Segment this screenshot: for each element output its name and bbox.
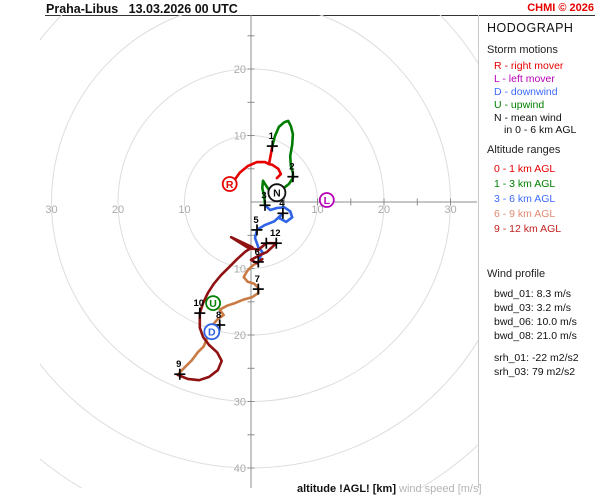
legend-downwind: D - downwind [494, 86, 558, 98]
wind-profile-bwd03: bwd_03: 3.2 m/s [494, 302, 572, 314]
wind-profile-bwd08: bwd_08: 21.0 m/s [494, 330, 577, 342]
altitude-marker: 5 [251, 215, 263, 236]
axis-label: 30 [444, 204, 456, 216]
axis-label: 10 [178, 204, 190, 216]
wind-profile-bwd01: bwd_01: 8.3 m/s [494, 288, 572, 300]
axis-label: 40 [234, 463, 246, 475]
altitude-marker: 3 [259, 190, 271, 211]
trace-6-9-km-AGL [176, 260, 260, 377]
trace-3-6-km-AGL [253, 204, 294, 264]
legend-mean-wind-sub: in 0 - 6 km AGL [504, 124, 577, 136]
legend-alt-3-6: 3 - 6 km AGL [494, 193, 556, 205]
altitude-marker-label: 1 [269, 131, 275, 142]
altitude-marker [260, 237, 272, 249]
altitude-marker-label: 10 [194, 298, 205, 309]
wind-profile-srh03: srh_03: 79 m2/s2 [494, 366, 576, 378]
svg-text:U: U [209, 298, 217, 310]
chmi-credit: CHMI © 2026 [527, 2, 594, 14]
legend-left-mover: L - left mover [494, 73, 555, 85]
legend-alt-1-3: 1 - 3 km AGL [494, 178, 556, 190]
altitude-marker: 6 [252, 247, 264, 268]
axis-label: 30 [45, 204, 57, 216]
range-ring [40, 15, 478, 469]
legend-mean-wind: N - mean wind [494, 112, 562, 124]
axis-label: 20 [378, 204, 390, 216]
storm-motion-L: L [318, 192, 335, 208]
altitude-marker-label: 12 [270, 228, 281, 239]
altitude-marker: 7 [252, 274, 264, 295]
legend-upwind: U - upwind [494, 99, 545, 111]
storm-motion-N: N [267, 183, 287, 203]
axis-label: 20 [234, 64, 246, 76]
panel-separator [478, 15, 479, 488]
altitude-marker-label: 7 [255, 274, 260, 285]
axis-label: 20 [234, 330, 246, 342]
page-title: Praha-Libus 13.03.2026 00 UTC [46, 2, 238, 16]
axis-label: 10 [234, 131, 246, 143]
altitude-marker-label: 9 [176, 359, 181, 370]
legend-right-mover: R - right mover [494, 60, 564, 72]
storm-motion-U: U [205, 295, 222, 312]
wind-profile-srh01: srh_01: -22 m2/s2 [494, 352, 579, 364]
altitude-marker: 2 [287, 162, 299, 183]
legend-alt-0-1: 0 - 1 km AGL [494, 163, 556, 175]
wind-profile-heading: Wind profile [487, 268, 546, 280]
svg-text:R: R [226, 179, 234, 191]
axis-label: 10 [234, 264, 246, 276]
axis-label: 10 [311, 204, 323, 216]
trace-9-12-km-AGL [176, 235, 278, 382]
storm-motions-heading: Storm motions [487, 44, 558, 56]
altitude-marker-label: 8 [216, 310, 221, 321]
panel-title: HODOGRAPH [487, 21, 574, 35]
storm-motion-R: R [221, 176, 238, 192]
axis-label: 30 [234, 397, 246, 409]
altitude-marker-label: 4 [279, 198, 285, 209]
altitude-ranges-heading: Altitude ranges [487, 144, 561, 156]
plot-area: 30 20 10 10 20 301020102030401234567891012RLU… [40, 15, 478, 488]
svg-text:N: N [273, 188, 281, 200]
altitude-marker: 9 [174, 359, 186, 380]
altitude-marker: 12 [270, 228, 282, 249]
altitude-marker: 1 [266, 131, 278, 152]
legend-alt-6-9: 6 - 9 km AGL [494, 208, 556, 220]
altitude-marker-label: 2 [289, 162, 294, 173]
legend-alt-9-12: 9 - 12 km AGL [494, 223, 562, 235]
altitude-marker: 10 [194, 298, 206, 319]
altitude-marker-label: 3 [261, 190, 266, 201]
altitude-marker-label: 5 [253, 215, 259, 226]
altitude-marker-label: 6 [255, 247, 260, 258]
trace-0-1-km-AGL [267, 162, 283, 180]
svg-text:D: D [208, 327, 216, 339]
axis-label: 20 [112, 204, 124, 216]
trace-0-1-km-AGL [231, 144, 274, 184]
altitude-marker: 4 [277, 198, 289, 219]
wind-speed-axis-caption: wind speed [m/s] [399, 483, 482, 495]
svg-text:L: L [324, 195, 331, 207]
storm-motion-D: D [203, 323, 221, 341]
wind-profile-bwd06: bwd_06: 10.0 m/s [494, 316, 577, 328]
header-rule [45, 15, 595, 16]
altitude-axis-caption: altitude !AGL! [km] [297, 483, 396, 495]
